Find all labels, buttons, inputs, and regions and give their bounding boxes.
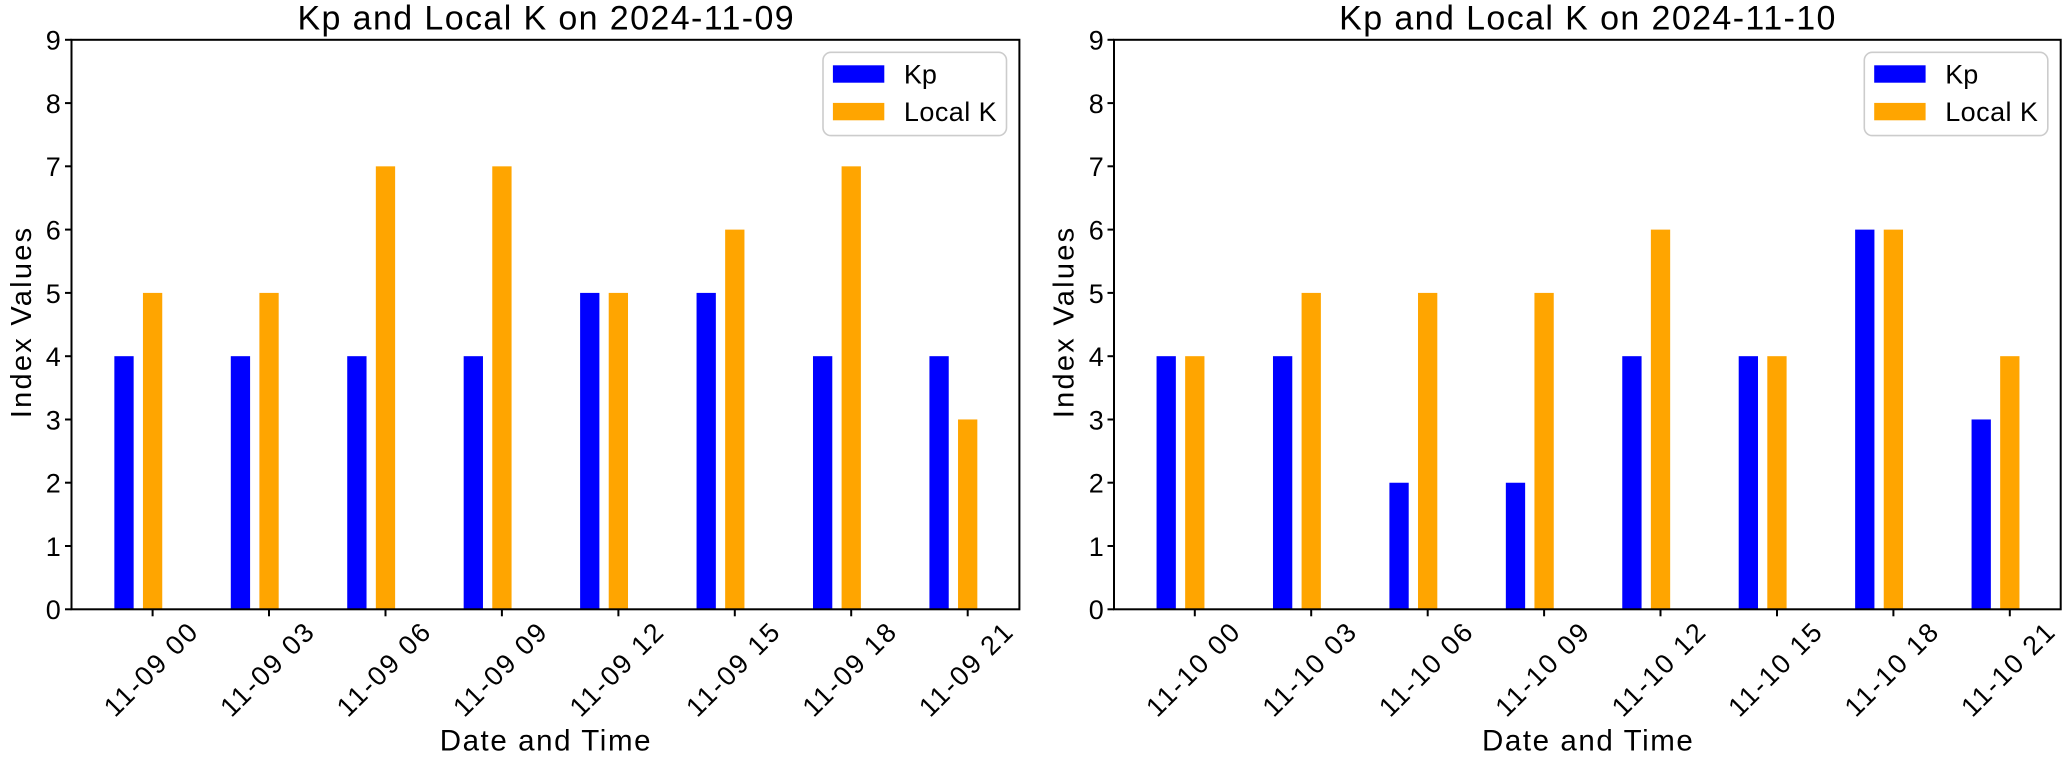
- svg-text:Index Values: Index Values: [1048, 226, 1080, 419]
- svg-text:Index Values: Index Values: [6, 226, 38, 419]
- svg-text:5: 5: [1089, 279, 1104, 309]
- svg-text:0: 0: [1089, 595, 1104, 625]
- svg-text:Date and Time: Date and Time: [440, 725, 652, 758]
- svg-text:0: 0: [46, 595, 61, 625]
- svg-text:Kp: Kp: [904, 59, 937, 89]
- svg-text:Kp: Kp: [1945, 59, 1978, 89]
- svg-text:2: 2: [46, 469, 61, 499]
- svg-text:3: 3: [1089, 405, 1104, 435]
- svg-text:6: 6: [1089, 216, 1104, 246]
- svg-text:5: 5: [46, 279, 61, 309]
- svg-text:9: 9: [1089, 26, 1104, 56]
- svg-text:Kp and Local K on 2024-11-10: Kp and Local K on 2024-11-10: [1339, 0, 1837, 38]
- svg-text:Kp and Local K on 2024-11-09: Kp and Local K on 2024-11-09: [297, 0, 795, 38]
- svg-text:6: 6: [46, 216, 61, 246]
- svg-text:4: 4: [46, 342, 61, 372]
- svg-text:1: 1: [1089, 532, 1104, 562]
- svg-text:8: 8: [46, 89, 61, 119]
- svg-text:1: 1: [46, 532, 61, 562]
- svg-text:Local K: Local K: [904, 97, 997, 127]
- svg-text:9: 9: [46, 26, 61, 56]
- svg-text:Date and Time: Date and Time: [1482, 725, 1694, 758]
- svg-text:Local K: Local K: [1945, 97, 2038, 127]
- svg-text:4: 4: [1089, 342, 1104, 372]
- svg-text:7: 7: [46, 152, 61, 182]
- svg-text:2: 2: [1089, 469, 1104, 499]
- svg-text:3: 3: [46, 405, 61, 435]
- svg-text:8: 8: [1089, 89, 1104, 119]
- svg-text:7: 7: [1089, 152, 1104, 182]
